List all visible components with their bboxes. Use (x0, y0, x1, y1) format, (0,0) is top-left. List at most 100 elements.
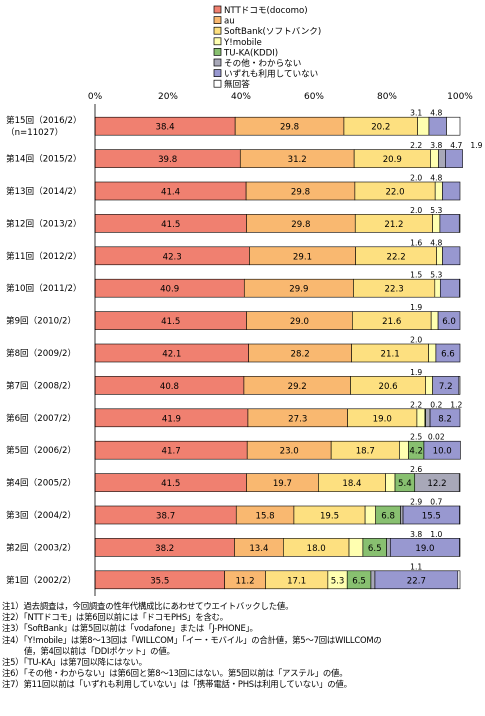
legend-swatch (213, 5, 222, 14)
legend-swatch (213, 48, 222, 56)
bar-value-label-outside: 4.8 (430, 238, 442, 247)
bar-segment-no-answer (446, 116, 461, 136)
bar-value-label-outside: 2.2 (410, 141, 422, 150)
bar-value-label: 39.8 (158, 155, 177, 165)
bar-value-label: 10.0 (433, 447, 452, 457)
bar-value-label: 29.8 (291, 188, 310, 198)
legend-swatch (213, 37, 222, 46)
bar-segment (423, 440, 461, 460)
x-tick-label: 80% (377, 92, 397, 102)
bar-value-label: 17.1 (287, 576, 306, 586)
bar-segment (425, 408, 431, 428)
bar-value-label: 38.4 (156, 123, 175, 133)
category-label: 第8回（2009/2） (6, 347, 76, 359)
bar-segment (430, 149, 439, 168)
bar-value-label: 12.2 (427, 479, 446, 489)
bar-value-label: 19.0 (373, 414, 392, 424)
category-label: 第3回（2004/2） (6, 509, 76, 521)
legend-label: その他・わからない (224, 57, 301, 69)
bar-value-label-outside: 2.2 (410, 400, 422, 409)
bar-segment (439, 278, 460, 298)
legend-label: 無回答 (224, 78, 250, 90)
legend-swatch (213, 69, 222, 77)
bar-value-label-outside: 4.8 (430, 174, 442, 183)
category-label: 第4回（2005/2） (6, 477, 76, 489)
bar-value-label: 20.2 (371, 123, 390, 133)
bar-value-label-outside: 2.0 (410, 174, 422, 183)
note-4-continued: 値，第4回以前は「DDIポケット」の値。 (24, 645, 175, 656)
bar-value-label: 13.4 (249, 544, 268, 554)
bar-value-label-outside: 0.02 (428, 433, 445, 442)
bar-value-label: 27.3 (288, 414, 307, 424)
legend-swatch (213, 16, 222, 24)
bar-value-label: 11.2 (235, 576, 254, 586)
bar-value-label: 22.7 (407, 576, 426, 586)
bar-value-label: 38.7 (156, 512, 175, 522)
bar-value-label: 19.0 (415, 544, 434, 554)
bar-segment-no-answer (458, 473, 461, 492)
category-label: 第6回（2007/2） (6, 412, 76, 424)
bar-value-label: 23.0 (280, 447, 299, 457)
bar-value-label: 41.5 (161, 220, 180, 230)
bar-value-label-outside: 1.6 (410, 238, 422, 247)
bar-value-label: 22.2 (387, 252, 406, 262)
bar-segment (434, 181, 443, 201)
bar-value-label: 18.0 (307, 544, 326, 554)
bar-value-label: 20.9 (383, 155, 402, 165)
bar-value-label: 41.7 (162, 447, 181, 457)
bar-value-label: 41.9 (162, 414, 181, 424)
bar-value-label-outside: 1.5 (410, 271, 422, 280)
bar-value-label: 5.3 (331, 576, 345, 586)
bar-value-label-outside: 2.6 (410, 465, 422, 474)
bar-value-label: 15.8 (256, 512, 275, 522)
bar-segment (386, 538, 391, 557)
bar-segment (439, 214, 460, 233)
bar-segment (430, 311, 439, 330)
bar-value-label: 6.8 (381, 512, 395, 522)
bar-value-label-outside: 0.7 (430, 498, 442, 507)
bar-value-label: 19.5 (320, 512, 339, 522)
bar-value-label-outside: 4.7 (450, 141, 462, 150)
bar-value-label: 18.4 (342, 479, 361, 489)
bar-value-label: 29.8 (291, 220, 310, 230)
category-label: 第12回（2013/2） (6, 217, 82, 229)
note-6: 注6）「その他・わからない」は第6回と第8～13回にはない。第5回以前は「アステ… (2, 668, 348, 679)
bar-segment (428, 343, 437, 363)
bar-value-label-outside: 1.9 (410, 303, 422, 312)
bar-value-label: 15.5 (422, 512, 441, 522)
bar-segment (434, 278, 441, 298)
bar-value-label: 40.9 (160, 285, 179, 295)
bar-value-label-outside: 1.9 (470, 141, 482, 150)
x-tick-label: 20% (158, 92, 178, 102)
category-label: 第14回（2015/2） (6, 153, 82, 165)
chart: NTTドコモ(docomo) au SoftBank(ソフトバンク) Y!mobile… (6, 5, 483, 596)
bar-value-label-outside: 2.0 (410, 206, 422, 215)
legend-label: NTTドコモ(docomo) (224, 6, 308, 16)
category-label: 第11回（2012/2） (6, 250, 82, 262)
bar-segment (417, 116, 430, 136)
bar-segment (442, 246, 461, 266)
bar-value-label: 8.2 (438, 414, 452, 424)
bar-value-label: 40.8 (160, 382, 179, 392)
bar-value-label-outside: 5.3 (430, 206, 442, 215)
bar-value-label: 28.2 (291, 350, 310, 360)
bar-value-label: 41.5 (161, 317, 180, 327)
bar-segment (385, 473, 396, 492)
bar-value-label: 31.2 (288, 155, 307, 165)
legend-label: SoftBank(ソフトバンク) (224, 26, 321, 37)
note-7: 注7）第11回以前は「いずれも利用していない」は「携帯電話・PHSは利用していな… (2, 679, 352, 690)
bar-segment (428, 116, 447, 136)
x-tick-label: 60% (304, 92, 324, 102)
category-label: 第10回（2011/2） (6, 282, 82, 294)
notes: 注1）過去調査は，今回調査の性年代構成比にあわせてウエイトバックした値。 注2）… (2, 601, 483, 691)
bar-value-label-outside: 1.9 (410, 368, 422, 377)
bar-value-label: 29.0 (290, 317, 309, 327)
bar-segment (400, 505, 404, 525)
bar-value-label-outside: 1.1 (410, 562, 422, 571)
bar-segment (435, 343, 461, 363)
bar-segment-no-answer (458, 376, 461, 395)
bar-value-label: 6.5 (352, 576, 366, 586)
bar-segment (348, 538, 364, 557)
bar-value-label: 22.0 (385, 188, 404, 198)
legend-label: いずれも利用していない (224, 68, 318, 80)
